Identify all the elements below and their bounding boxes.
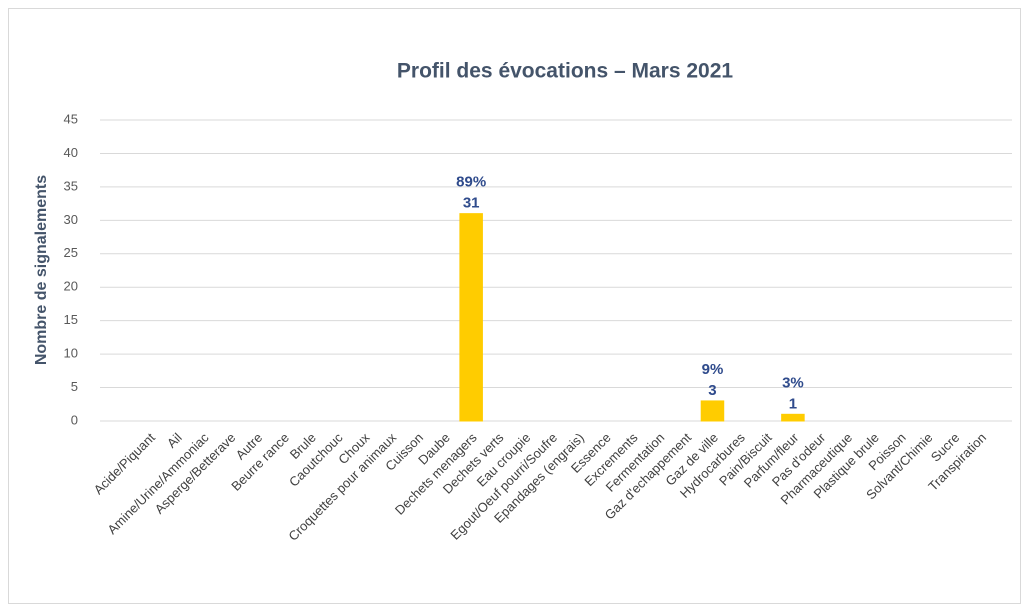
bar xyxy=(459,213,483,422)
y-tick-label: 0 xyxy=(71,412,78,427)
share-label: 89% xyxy=(456,174,486,191)
y-axis-label: Nombre de signalements xyxy=(33,175,50,365)
y-tick-label: 5 xyxy=(71,379,78,394)
y-tick-label: 20 xyxy=(64,279,78,294)
y-tick-label: 25 xyxy=(64,245,78,260)
y-tick-label: 40 xyxy=(64,145,78,160)
chart-title: Profil des évocations – Mars 2021 xyxy=(397,60,733,83)
data-label: 1 xyxy=(789,395,797,412)
share-label: 9% xyxy=(702,361,724,378)
chart-frame xyxy=(8,8,1021,604)
y-tick-label: 10 xyxy=(64,346,78,361)
y-tick-label: 15 xyxy=(64,312,78,327)
y-tick-label: 45 xyxy=(64,111,78,126)
share-label: 3% xyxy=(782,374,804,391)
y-tick-label: 35 xyxy=(64,178,78,193)
bar xyxy=(700,400,725,422)
data-label: 31 xyxy=(463,195,480,212)
bar xyxy=(781,413,805,422)
y-tick-label: 30 xyxy=(64,212,78,227)
data-label: 3 xyxy=(708,382,716,399)
